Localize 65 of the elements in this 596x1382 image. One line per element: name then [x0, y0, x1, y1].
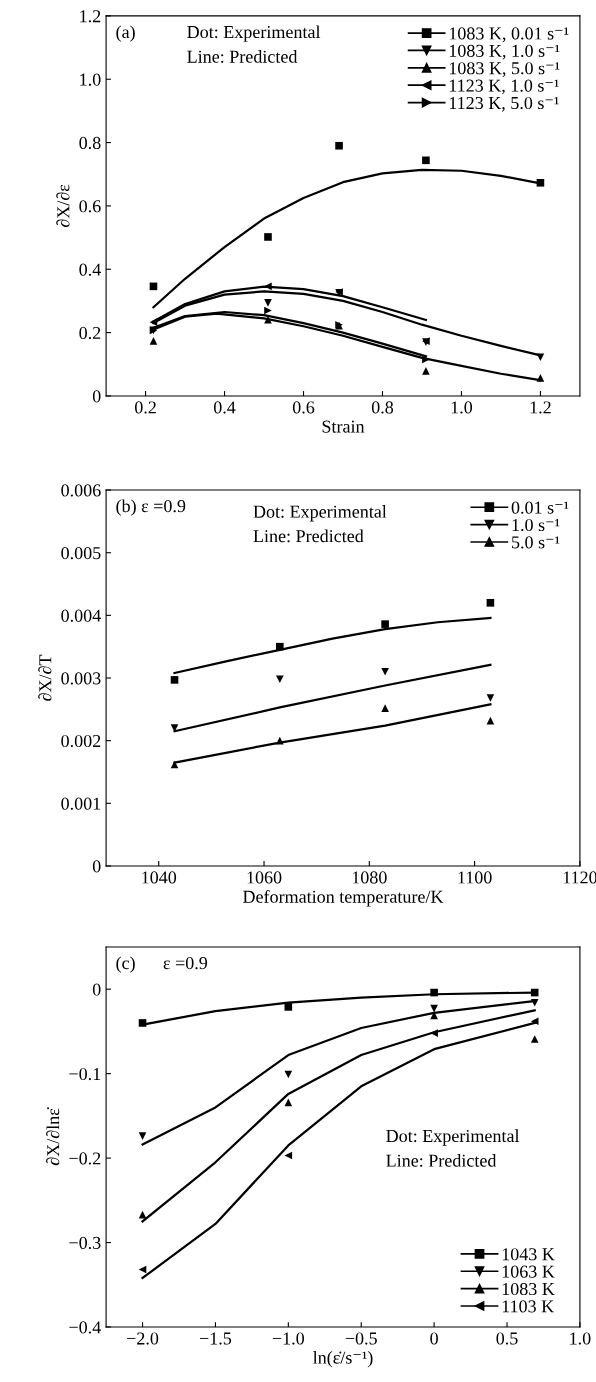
y-tick-label: 1.2 — [80, 10, 101, 23]
annotation: (c) — [116, 956, 135, 973]
annotation: Line: Predicted — [386, 1154, 497, 1167]
x-tick-label: 0.4 — [213, 401, 236, 414]
legend-label: 1083 K, 0.01 s⁻¹ — [449, 27, 569, 43]
legend-label: 1083 K, 1.0 s⁻¹ — [449, 44, 560, 60]
y-tick-label: −0.4 — [69, 1321, 101, 1334]
y-tick-label: 0.002 — [61, 734, 101, 748]
x-tick-label: 1.0 — [570, 1332, 591, 1345]
x-tick-label: 0 — [430, 1332, 438, 1345]
x-tick-label: −2.0 — [127, 1332, 159, 1345]
annotation: (b) ε =0.9 — [116, 499, 186, 516]
legend-label: 5.0 s⁻¹ — [512, 536, 560, 549]
x-axis-title: Deformation temperature/K — [243, 889, 444, 907]
x-tick-label: 1120 — [563, 871, 596, 884]
x-tick-label: −1.5 — [199, 1332, 232, 1345]
legend-label: 1063 K — [502, 1265, 555, 1278]
x-tick-label: 0.8 — [371, 401, 394, 414]
y-tick-label: 0 — [92, 390, 101, 403]
annotation: Dot: Experimental — [253, 505, 387, 522]
annotation: Line: Predicted — [253, 529, 364, 543]
x-tick-label: 1.2 — [530, 401, 551, 414]
y-axis-title: ∂X/∂lnε̇ — [46, 1107, 60, 1166]
y-tick-label: −0.1 — [69, 1067, 101, 1081]
legend-label: 1083 K — [502, 1282, 555, 1296]
legend-label: 1123 K, 5.0 s⁻¹ — [449, 96, 559, 112]
y-tick-label: 0.2 — [79, 326, 101, 340]
x-tick-label: 1.0 — [451, 401, 473, 414]
x-tick-label: 1080 — [352, 871, 387, 884]
y-tick-label: 0.006 — [61, 484, 101, 497]
y-tick-label: 0 — [92, 983, 101, 996]
y-axis-title: ∂X/∂T — [38, 654, 52, 701]
y-tick-label: 0.004 — [61, 609, 101, 622]
y-tick-label: 0.8 — [79, 136, 101, 150]
legend-label: 0.01 s⁻¹ — [511, 501, 569, 514]
legend-label: 1043 K — [502, 1248, 555, 1261]
x-tick-label: −1.0 — [272, 1332, 305, 1345]
legend-label: 1103 K — [502, 1300, 554, 1313]
x-tick-label: 1060 — [247, 871, 282, 884]
x-tick-label: 1100 — [458, 871, 492, 884]
legend-label: 1083 K, 5.0 s⁻¹ — [449, 62, 560, 77]
annotation: Line: Predicted — [187, 50, 298, 63]
y-tick-label: 1.0 — [80, 73, 101, 86]
annotation: ε =0.9 — [163, 956, 208, 970]
legend-label: 1123 K, 1.0 s⁻¹ — [449, 79, 559, 95]
y-tick-label: 0.003 — [61, 672, 101, 685]
y-axis-title: ∂X/∂ε — [56, 184, 70, 228]
x-tick-label: 0.2 — [134, 401, 156, 414]
y-tick-label: 0.005 — [61, 546, 101, 560]
annotation: (a) — [116, 25, 135, 42]
y-tick-label: 0.6 — [79, 200, 101, 213]
annotation: Dot: Experimental — [187, 25, 321, 42]
y-tick-label: −0.2 — [69, 1152, 101, 1165]
x-axis-title: ln(ε̇/s⁻¹) — [313, 1351, 373, 1368]
annotation: Dot: Experimental — [386, 1129, 520, 1146]
legend-label: 1.0 s⁻¹ — [512, 518, 560, 532]
x-tick-label: 0.5 — [496, 1332, 518, 1345]
x-axis-title: Strain — [322, 420, 365, 433]
y-tick-label: 0 — [92, 860, 101, 873]
y-tick-label: −0.3 — [69, 1236, 101, 1250]
x-tick-label: −0.5 — [345, 1332, 377, 1345]
x-tick-label: 1040 — [142, 871, 177, 884]
x-tick-label: 0.6 — [292, 401, 315, 414]
y-tick-label: 0.001 — [61, 797, 101, 810]
y-tick-label: 0.4 — [79, 263, 101, 276]
